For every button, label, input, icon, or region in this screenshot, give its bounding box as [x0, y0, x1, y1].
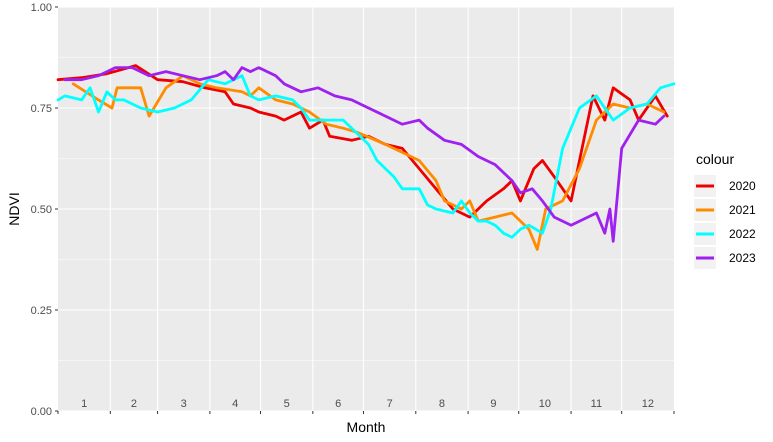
month-label: 7 — [387, 398, 393, 410]
legend-title: colour — [696, 151, 734, 167]
y-axis-title: NDVI — [6, 192, 22, 225]
month-label: 1 — [81, 398, 87, 410]
month-label: 10 — [539, 398, 551, 410]
y-tick-label: 1.00 — [31, 2, 52, 14]
month-label: 9 — [490, 398, 496, 410]
series-line-2020 — [56, 64, 669, 219]
month-label: 4 — [232, 398, 238, 410]
legend-label-2020: 2020 — [729, 179, 756, 193]
grid-major — [58, 6, 674, 412]
y-tick-label: 0.75 — [31, 103, 52, 115]
series-line-2022 — [56, 74, 676, 239]
month-label: 3 — [181, 398, 187, 410]
month-label: 11 — [591, 398, 602, 410]
y-tick-label: 0.50 — [31, 204, 52, 216]
month-label: 6 — [335, 398, 341, 410]
legend: colour 2020 2021 2022 2023 — [694, 151, 756, 269]
month-label: 12 — [642, 398, 654, 410]
series-line-2021 — [71, 74, 666, 251]
month-label: 2 — [131, 398, 137, 410]
x-axis-title: Month — [347, 419, 386, 435]
y-tick-label: 0.00 — [31, 406, 52, 418]
month-label: 8 — [439, 398, 445, 410]
y-tick-label: 0.25 — [31, 305, 52, 317]
series-line-2023 — [63, 66, 666, 243]
axis-layer: 0.000.250.500.751.001 2 3 4 5 6 7 8 9 10 11 12 — [31, 2, 675, 418]
month-label: 5 — [284, 398, 290, 410]
series-layer — [56, 64, 676, 251]
legend-label-2023: 2023 — [729, 251, 756, 265]
legend-label-2021: 2021 — [729, 203, 756, 217]
legend-label-2022: 2022 — [729, 227, 756, 241]
